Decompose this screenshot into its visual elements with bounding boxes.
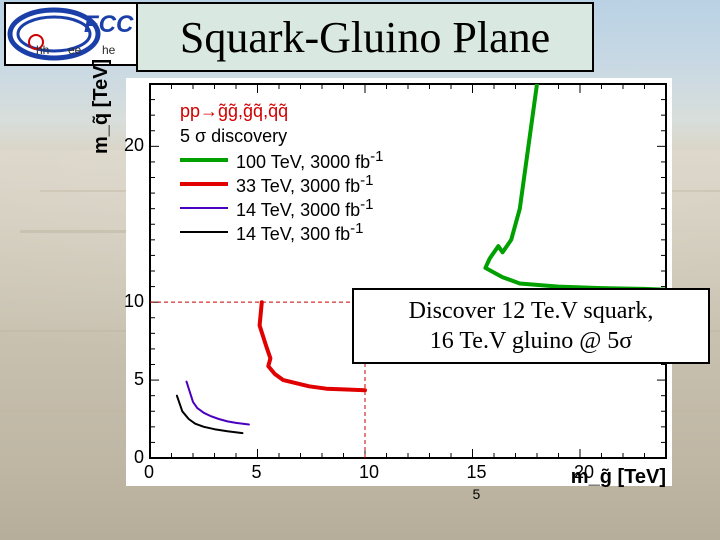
svg-text:FCC: FCC	[84, 11, 134, 38]
callout-line-1: Discover 12 Te.V squark,	[364, 296, 698, 326]
callout: Discover 12 Te.V squark, 16 Te.V gluino …	[352, 288, 710, 364]
legend-item: 14 TeV, 300 fb-1	[180, 220, 383, 244]
callout-line-2: 16 Te.V gluino @ 5σ	[364, 326, 698, 356]
slide: FCC hh ee he Squark-Gluino Plane pp→g̃g̃,g̃…	[0, 0, 720, 540]
y-tick: 10	[124, 291, 144, 312]
legend-constraint: 5 σ discovery	[180, 124, 383, 148]
legend-key	[180, 182, 228, 186]
page-number: 5	[473, 486, 481, 502]
legend-key	[180, 231, 228, 233]
y-axis-label: m_q̃ [TeV]	[90, 59, 113, 154]
legend-key	[180, 158, 228, 162]
legend-item: 100 TeV, 3000 fb-1	[180, 148, 383, 172]
x-tick: 5	[252, 462, 262, 483]
svg-text:he: he	[102, 43, 116, 57]
x-tick: 20	[574, 462, 594, 483]
legend-key	[180, 207, 228, 209]
legend: pp→g̃g̃,g̃q̃,q̃q̃5 σ discovery100 TeV, 3…	[180, 98, 383, 244]
chart: pp→g̃g̃,g̃q̃,q̃q̃5 σ discovery100 TeV, 3…	[126, 78, 672, 486]
legend-label: 14 TeV, 300 fb-1	[236, 220, 363, 245]
legend-process: pp→g̃g̃,g̃q̃,q̃q̃	[180, 98, 383, 124]
legend-item: 14 TeV, 3000 fb-1	[180, 196, 383, 220]
logo-box: FCC hh ee he	[4, 2, 152, 66]
legend-item: 33 TeV, 3000 fb-1	[180, 172, 383, 196]
title-text: Squark-Gluino Plane	[180, 12, 550, 63]
title-box: Squark-Gluino Plane	[136, 2, 594, 72]
svg-text:ee: ee	[68, 43, 82, 57]
svg-text:hh: hh	[36, 43, 49, 57]
y-tick: 0	[134, 447, 144, 468]
fcc-logo: FCC hh ee he	[6, 4, 150, 64]
y-tick: 5	[134, 369, 144, 390]
legend-label: 33 TeV, 3000 fb-1	[236, 172, 373, 197]
legend-label: 100 TeV, 3000 fb-1	[236, 148, 383, 173]
legend-label: 14 TeV, 3000 fb-1	[236, 196, 373, 221]
x-tick: 0	[144, 462, 154, 483]
x-tick: 15	[467, 462, 487, 483]
x-tick: 10	[359, 462, 379, 483]
y-tick: 20	[124, 135, 144, 156]
